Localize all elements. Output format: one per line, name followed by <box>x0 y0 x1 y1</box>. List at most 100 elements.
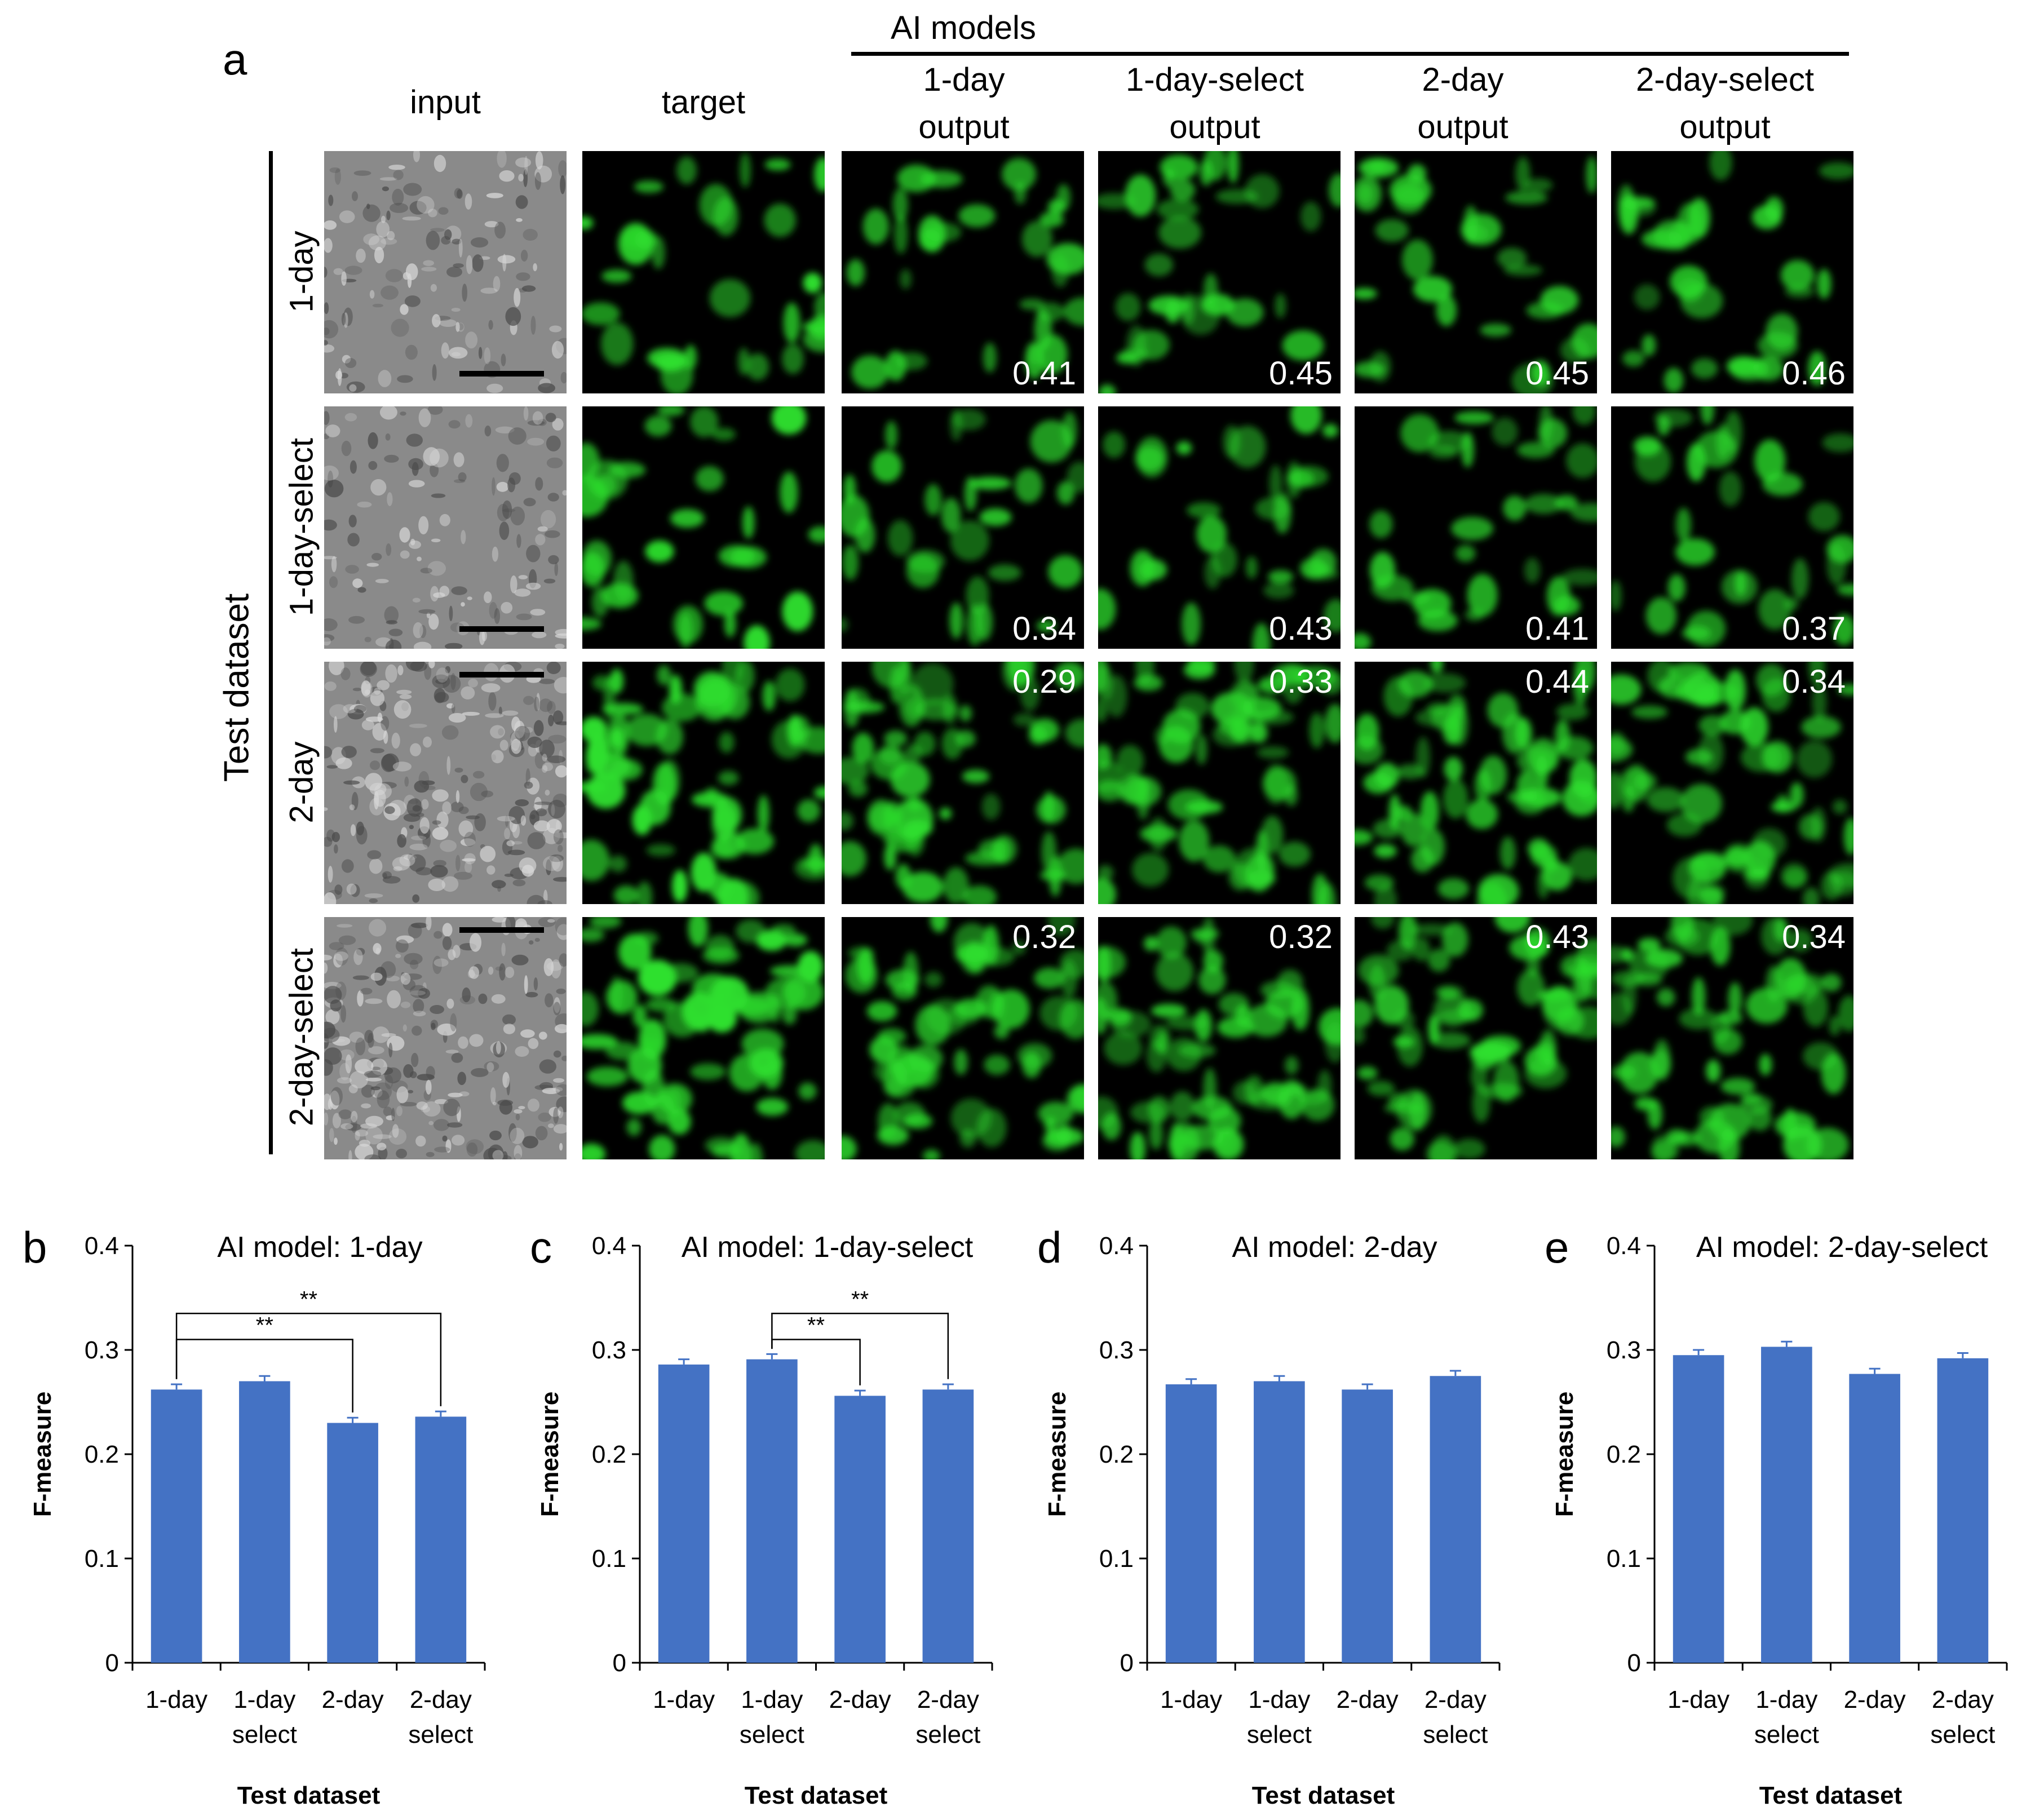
x-tick-label: select <box>408 1721 473 1748</box>
x-tick-label: 2-day <box>1337 1686 1399 1713</box>
model-output-image: 0.45 <box>1098 151 1341 393</box>
model-output-image: 0.33 <box>1098 662 1341 904</box>
x-tick-label: 1-day <box>1248 1686 1310 1713</box>
test-dataset-bracket-line <box>269 151 273 1154</box>
f-measure-score: 0.41 <box>1012 355 1076 392</box>
model-output-image: 0.43 <box>1355 917 1597 1159</box>
significance-label: ** <box>851 1287 869 1312</box>
y-tick-label: 0.1 <box>1607 1545 1641 1573</box>
model-output-image: 0.43 <box>1098 406 1341 649</box>
column-header-line1: 2-day-select <box>1636 61 1814 98</box>
bar <box>834 1396 886 1663</box>
model-output-image: 0.32 <box>1098 917 1341 1159</box>
f-measure-score: 0.41 <box>1525 610 1589 647</box>
y-axis-label: F-measure <box>29 1392 56 1517</box>
column-header-2-day-output: 2-day output <box>1342 56 1584 151</box>
column-header-line1: 1-day-select <box>1126 61 1304 98</box>
significance-label: ** <box>300 1287 317 1312</box>
f-measure-score: 0.44 <box>1525 663 1589 700</box>
y-tick-label: 0.1 <box>85 1545 119 1573</box>
bar <box>151 1389 202 1663</box>
y-tick-label: 0.1 <box>1099 1545 1134 1573</box>
bar <box>922 1389 974 1663</box>
x-tick-label: 1-day <box>1160 1686 1222 1713</box>
y-tick-label: 0 <box>613 1649 626 1677</box>
model-output-image: 0.44 <box>1355 662 1597 904</box>
bar <box>1937 1358 1989 1663</box>
panel-letter: b <box>23 1223 47 1272</box>
y-tick-label: 0.2 <box>1099 1441 1134 1468</box>
bar <box>1165 1384 1217 1663</box>
f-measure-score: 0.34 <box>1782 663 1846 700</box>
column-header-target: target <box>582 79 825 126</box>
f-measure-score: 0.43 <box>1525 919 1589 955</box>
x-tick-label: 1-day <box>145 1686 207 1713</box>
input-phase-image <box>324 151 567 393</box>
y-axis-label: F-measure <box>1043 1392 1071 1517</box>
column-header-line2: output <box>1679 109 1771 145</box>
bar <box>658 1364 710 1663</box>
column-header-line2: input <box>410 84 481 121</box>
bar-chart-e: e AI model: 2-day-select 0 0.1 0.2 0.3 0.4 1-da… <box>1545 1223 2008 1809</box>
x-tick-label: 1-day <box>233 1686 295 1713</box>
scale-bar <box>459 672 544 677</box>
model-output-image: 0.45 <box>1355 151 1597 393</box>
column-header-1-day-output: 1-day output <box>843 56 1085 151</box>
column-header-line2: output <box>918 109 1010 145</box>
panel-letter: e <box>1545 1223 1569 1272</box>
f-measure-score: 0.45 <box>1269 355 1333 392</box>
y-tick-label: 0.3 <box>85 1336 119 1364</box>
model-output-image: 0.41 <box>842 151 1084 393</box>
y-tick-label: 0.4 <box>592 1232 626 1260</box>
x-tick-label: select <box>1247 1721 1312 1748</box>
ai-models-bracket-line <box>851 52 1849 56</box>
y-tick-label: 0.4 <box>1099 1232 1134 1260</box>
f-measure-score: 0.34 <box>1782 919 1846 955</box>
y-tick-label: 0 <box>1627 1649 1641 1677</box>
y-tick-label: 0.2 <box>592 1441 626 1468</box>
bar <box>1342 1389 1393 1663</box>
target-fluorescence-image <box>582 406 825 649</box>
x-tick-label: select <box>1423 1721 1488 1748</box>
y-axis-label: F-measure <box>536 1392 564 1517</box>
y-tick-label: 0 <box>1120 1649 1134 1677</box>
f-measure-score: 0.32 <box>1269 919 1333 955</box>
f-measure-score: 0.32 <box>1012 919 1076 955</box>
x-tick-label: 1-day <box>1755 1686 1817 1713</box>
x-tick-label: 1-day <box>741 1686 803 1713</box>
column-header-2-day-select-output: 2-day-select output <box>1604 56 1846 151</box>
column-header-input: input <box>324 79 567 126</box>
chart-panel-c: c AI model: 1-day-select 0 0.1 0.2 0.3 0.4 1-da… <box>507 1201 1015 1817</box>
f-measure-score: 0.29 <box>1012 663 1076 700</box>
column-header-1-day-select-output: 1-day-select output <box>1094 56 1336 151</box>
y-tick-label: 0.2 <box>85 1441 119 1468</box>
input-phase-image <box>324 662 567 904</box>
scale-bar <box>459 626 544 632</box>
target-fluorescence-image <box>582 917 825 1159</box>
y-tick-label: 0.2 <box>1607 1441 1641 1468</box>
y-tick-label: 0 <box>105 1649 119 1677</box>
x-tick-label: 2-day <box>829 1686 891 1713</box>
f-measure-score: 0.46 <box>1782 355 1846 392</box>
x-axis-label: Test dataset <box>745 1782 888 1809</box>
x-tick-label: select <box>1930 1721 1995 1748</box>
bar <box>1254 1381 1305 1663</box>
column-header-line1: 2-day <box>1422 61 1504 98</box>
bar <box>415 1416 467 1663</box>
chart-panel-e: e AI model: 2-day-select 0 0.1 0.2 0.3 0.4 1-da… <box>1522 1201 2029 1817</box>
bar <box>746 1359 798 1663</box>
row-label-1-day: 1-day <box>283 231 320 313</box>
x-tick-label: select <box>740 1721 804 1748</box>
x-tick-label: 2-day <box>410 1686 472 1713</box>
column-header-line2: target <box>661 84 746 121</box>
column-header-line2: output <box>1169 109 1260 145</box>
model-output-image: 0.34 <box>1611 917 1853 1159</box>
x-tick-label: 2-day <box>917 1686 979 1713</box>
x-tick-label: 2-day <box>1844 1686 1906 1713</box>
y-tick-label: 0.3 <box>1607 1336 1641 1364</box>
bar-chart-d: d AI model: 2-day 0 0.1 0.2 0.3 0.4 1-day 1-day s… <box>1037 1223 1501 1809</box>
panel-letter: d <box>1037 1223 1061 1272</box>
bar <box>1849 1374 1900 1663</box>
row-label-2-day-select: 2-day-select <box>283 948 320 1126</box>
x-tick-label: 2-day <box>1424 1686 1487 1713</box>
